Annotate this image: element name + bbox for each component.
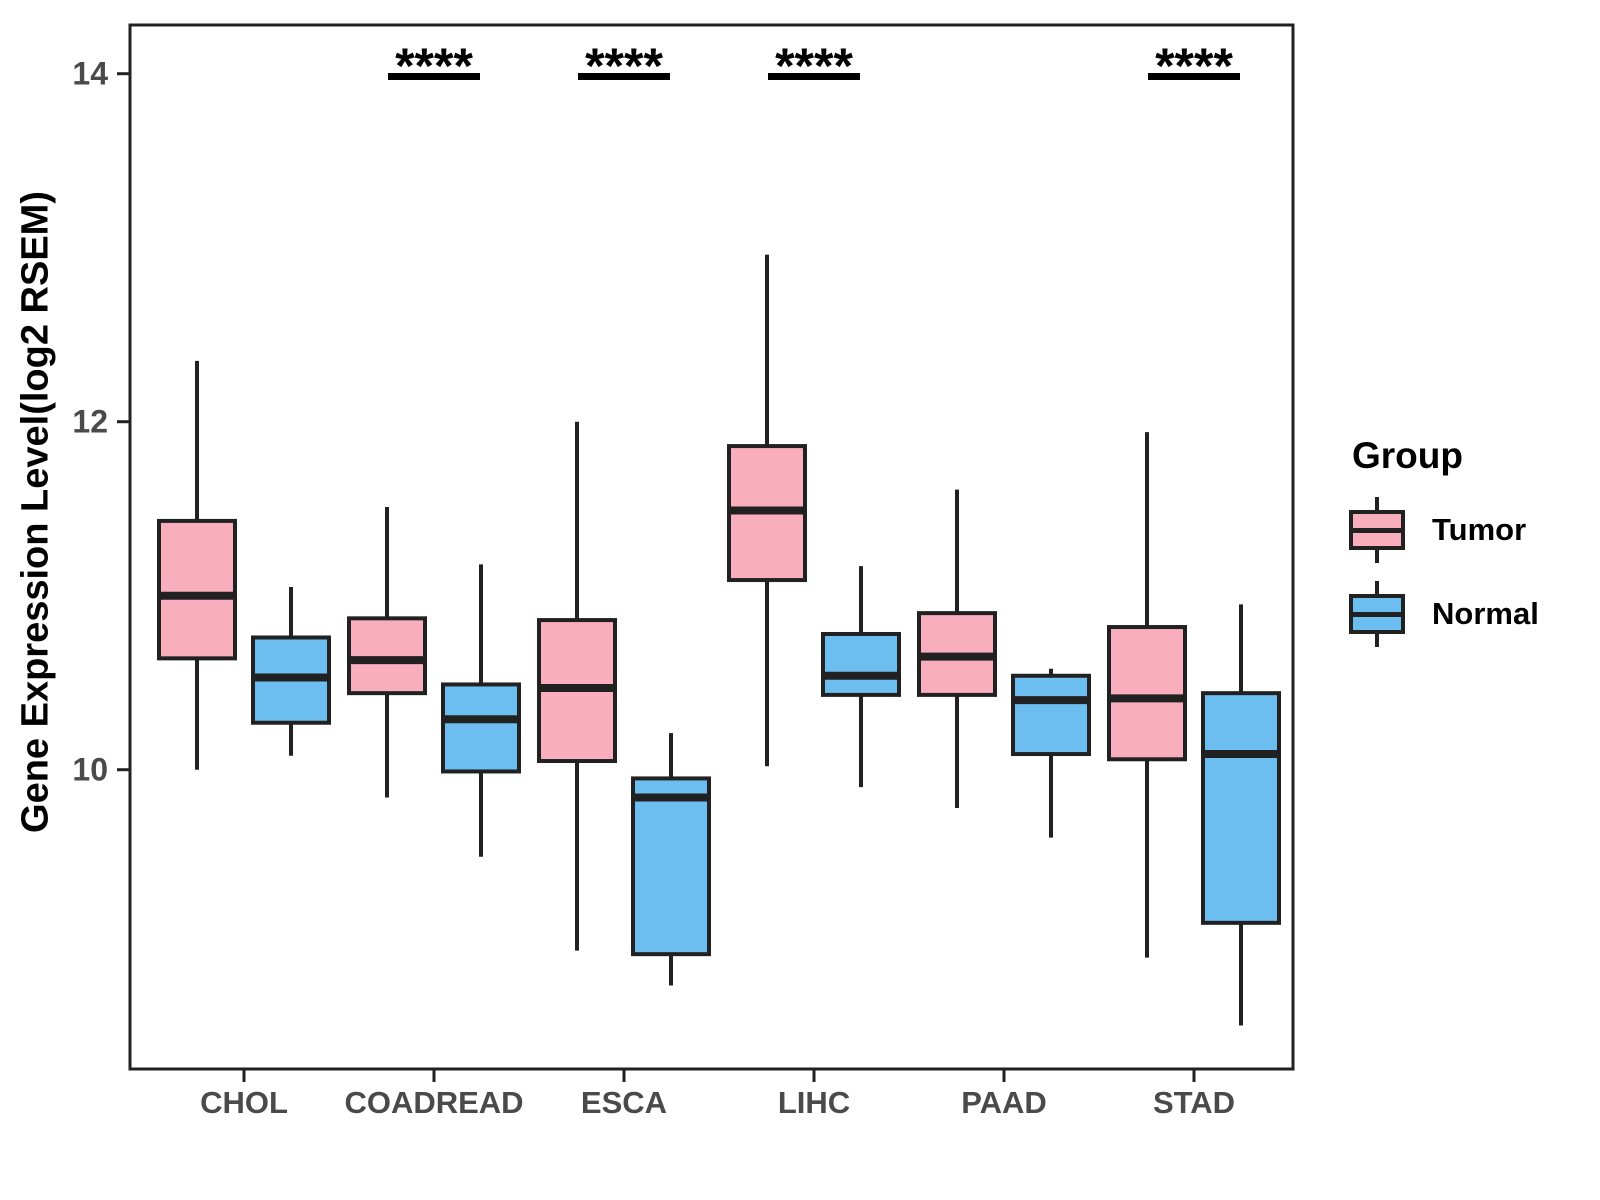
x-tick-label-COADREAD: COADREAD [344, 1085, 523, 1120]
legend-entry-normal: Normal [1348, 579, 1539, 649]
box-Tumor-COADREAD [347, 616, 427, 696]
box-Normal-PAAD [1011, 673, 1091, 757]
box-Normal-STAD [1201, 691, 1281, 925]
x-tick-label-PAAD: PAAD [961, 1085, 1047, 1120]
y-tick-label-14: 14 [72, 56, 108, 92]
normal-boxplot-key-icon [1348, 581, 1406, 647]
legend-label-normal: Normal [1432, 596, 1539, 631]
significance-stars-ESCA: **** [585, 38, 663, 94]
box-Tumor-CHOL [157, 518, 237, 661]
significance-bar-ESCA [578, 73, 670, 80]
x-tick-label-ESCA: ESCA [581, 1085, 667, 1120]
significance-bar-STAD [1148, 73, 1240, 80]
x-tick-label-STAD: STAD [1153, 1085, 1235, 1120]
significance-bar-LIHC [768, 73, 860, 80]
tumor-boxplot-key-icon [1348, 497, 1406, 563]
significance-stars-LIHC: **** [775, 38, 853, 94]
significance-stars-STAD: **** [1155, 38, 1233, 94]
y-tick-label-10: 10 [72, 752, 108, 788]
x-tick-label-LIHC: LIHC [778, 1085, 850, 1120]
significance-stars-COADREAD: **** [395, 38, 473, 94]
box-Normal-LIHC [821, 632, 901, 697]
significance-bar-COADREAD [388, 73, 480, 80]
x-tick-label-CHOL: CHOL [200, 1085, 288, 1120]
box-Normal-COADREAD [441, 682, 521, 774]
y-axis-title: Gene Expression Level(log2 RSEM) [14, 191, 57, 833]
box-Tumor-STAD [1107, 625, 1187, 762]
box-Normal-ESCA [631, 776, 711, 957]
legend-label-tumor: Tumor [1432, 512, 1527, 547]
legend-entry-tumor: Tumor [1348, 495, 1539, 565]
legend-title: Group [1352, 435, 1463, 476]
y-tick-label-12: 12 [72, 404, 108, 440]
plot-panel [128, 23, 1295, 1071]
legend: Group Tumor Normal [1348, 435, 1539, 663]
